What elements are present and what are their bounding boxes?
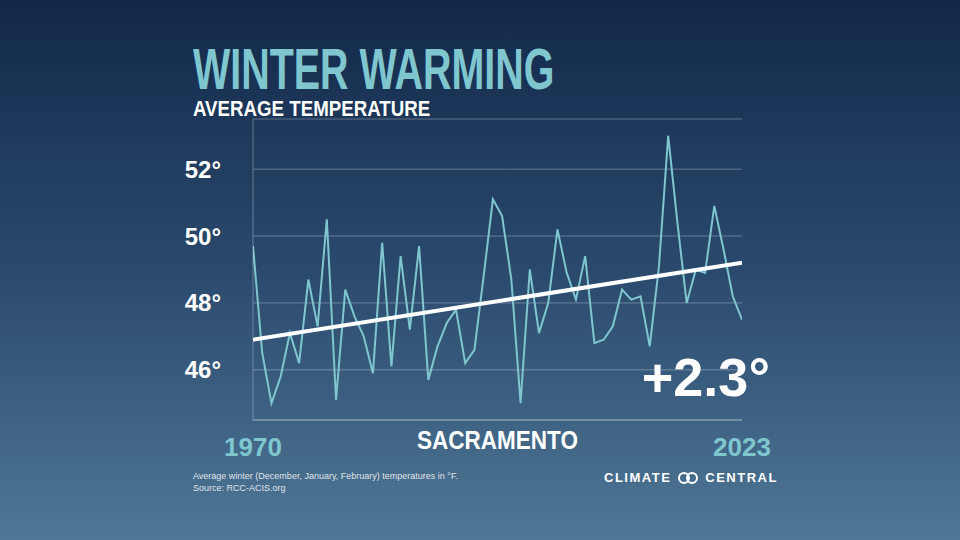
svg-text:46°: 46°: [185, 356, 221, 383]
svg-text:52°: 52°: [185, 156, 221, 183]
html-text:Source: RCC-ACIS.org: Source: RCC-ACIS.org: [193, 483, 286, 493]
svg-text:1970: 1970: [224, 432, 282, 462]
html-text:WINTER WARMING: WINTER WARMING: [193, 36, 555, 101]
html-text:CLIMATE: CLIMATE: [604, 470, 672, 485]
svg-text:48°: 48°: [185, 289, 221, 316]
html-text:AVERAGE TEMPERATURE: AVERAGE TEMPERATURE: [193, 96, 431, 121]
html-text:+2.3°: +2.3°: [641, 347, 770, 407]
svg-text:2023: 2023: [713, 432, 771, 462]
html-text:Average winter (December, Janu: Average winter (December, January, Febru…: [193, 471, 458, 481]
html-text:CENTRAL: CENTRAL: [705, 470, 778, 485]
html-text:SACRAMENTO: SACRAMENTO: [417, 426, 578, 454]
svg-text:50°: 50°: [185, 223, 221, 250]
